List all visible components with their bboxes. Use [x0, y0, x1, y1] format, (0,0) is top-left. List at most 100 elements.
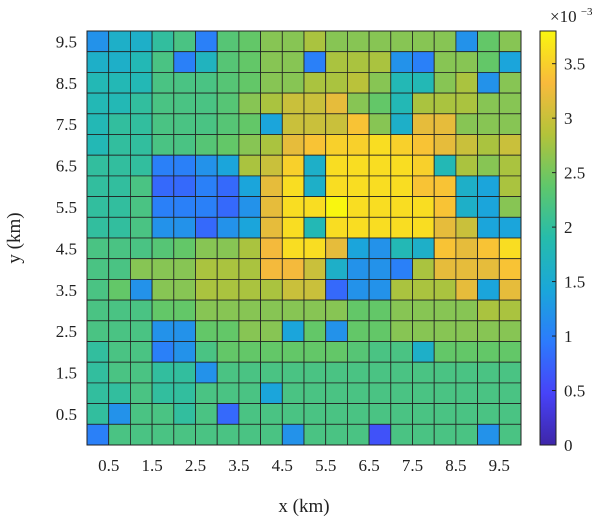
heatmap-cell	[281, 341, 305, 363]
colorbar-exponent-base: ×10	[550, 7, 577, 26]
heatmap-cell	[455, 154, 478, 177]
heatmap-cell	[346, 216, 370, 239]
heatmap-cell	[346, 278, 370, 301]
heatmap-cell	[281, 403, 305, 425]
heatmap-cell	[173, 92, 196, 115]
heatmap-cell	[346, 92, 370, 115]
heatmap-cell	[129, 175, 153, 197]
heatmap-cell	[260, 320, 283, 342]
heatmap-cell	[455, 30, 478, 53]
heatmap-cell	[108, 196, 131, 218]
x-tick-label: 8.5	[445, 456, 466, 475]
heatmap-cell	[455, 51, 478, 73]
y-tick-label: 6.5	[56, 157, 77, 176]
heatmap-cell	[129, 299, 153, 322]
heatmap-cell	[303, 30, 327, 53]
heatmap-cell	[390, 113, 413, 135]
heatmap-cell	[151, 134, 175, 156]
heatmap-cell	[455, 341, 478, 363]
heatmap-cell	[238, 72, 261, 94]
colorbar-exponent: ×10 −3	[550, 6, 593, 26]
heatmap-cell	[108, 278, 131, 301]
heatmap-cell	[368, 216, 392, 239]
heatmap-cell	[368, 423, 392, 446]
heatmap-cell	[498, 154, 522, 177]
heatmap-cell	[368, 72, 392, 94]
heatmap-cell	[151, 341, 175, 363]
heatmap-cell	[151, 72, 175, 94]
heatmap-cell	[346, 175, 370, 197]
heatmap-cell	[216, 196, 240, 218]
heatmap-cell	[346, 196, 370, 218]
heatmap-cell	[390, 154, 413, 177]
heatmap-cell	[477, 361, 500, 384]
heatmap-cell	[346, 320, 370, 342]
heatmap-cell	[86, 72, 110, 94]
heatmap-cell	[390, 72, 413, 94]
heatmap-cell	[238, 30, 261, 53]
heatmap-cell	[412, 237, 435, 260]
heatmap-cell	[173, 113, 196, 135]
heatmap-cell	[303, 361, 327, 384]
heatmap-cell	[390, 403, 413, 425]
heatmap-cell	[129, 361, 153, 384]
heatmap-cell	[195, 113, 218, 135]
heatmap-cell	[498, 51, 522, 73]
heatmap-cell	[129, 92, 153, 115]
heatmap-cell	[412, 258, 435, 280]
heatmap-cell	[260, 113, 283, 135]
heatmap-cell	[173, 134, 196, 156]
heatmap-cell	[108, 382, 131, 404]
heatmap-cell	[346, 403, 370, 425]
heatmap-cell	[325, 278, 348, 301]
heatmap-cell	[260, 154, 283, 177]
heatmap-cell	[86, 92, 110, 115]
heatmap-cell	[346, 382, 370, 404]
heatmap-cell	[260, 92, 283, 115]
heatmap-cell	[346, 423, 370, 446]
heatmap-cell	[390, 341, 413, 363]
heatmap-cell	[151, 237, 175, 260]
heatmap-cell	[260, 72, 283, 94]
heatmap-cell	[260, 341, 283, 363]
heatmap-cell	[303, 72, 327, 94]
heatmap-cell	[108, 258, 131, 280]
heatmap-cell	[477, 382, 500, 404]
heatmap-cell	[86, 154, 110, 177]
heatmap-cell	[455, 113, 478, 135]
colorbar-tick-label: 0	[564, 436, 573, 455]
heatmap-cell	[281, 196, 305, 218]
heatmap-cell	[433, 92, 457, 115]
heatmap-cell	[260, 299, 283, 322]
heatmap-cell	[195, 175, 218, 197]
heatmap-cell	[325, 382, 348, 404]
heatmap-cell	[195, 320, 218, 342]
heatmap-cell	[303, 216, 327, 239]
heatmap-cell	[195, 423, 218, 446]
heatmap-cell	[390, 423, 413, 446]
heatmap-cell	[281, 134, 305, 156]
heatmap-cell	[108, 361, 131, 384]
heatmap-cell	[195, 216, 218, 239]
heatmap-cell	[455, 403, 478, 425]
heatmap-cell	[173, 320, 196, 342]
heatmap-cell	[129, 278, 153, 301]
heatmap-cell	[151, 216, 175, 239]
heatmap-cell	[151, 278, 175, 301]
heatmap-cell	[433, 403, 457, 425]
heatmap-cell	[325, 92, 348, 115]
heatmap-cell	[151, 154, 175, 177]
heatmap-cell	[433, 134, 457, 156]
heatmap-cell	[238, 216, 261, 239]
heatmap-cell	[216, 403, 240, 425]
heatmap-cell	[433, 154, 457, 177]
heatmap-cell	[108, 299, 131, 322]
heatmap-cell	[151, 423, 175, 446]
heatmap-cell	[238, 92, 261, 115]
heatmap-cell	[368, 30, 392, 53]
heatmap-cell	[216, 237, 240, 260]
heatmap-cell	[498, 320, 522, 342]
heatmap-cell	[368, 113, 392, 135]
heatmap-cell	[173, 51, 196, 73]
heatmap-cell	[390, 196, 413, 218]
